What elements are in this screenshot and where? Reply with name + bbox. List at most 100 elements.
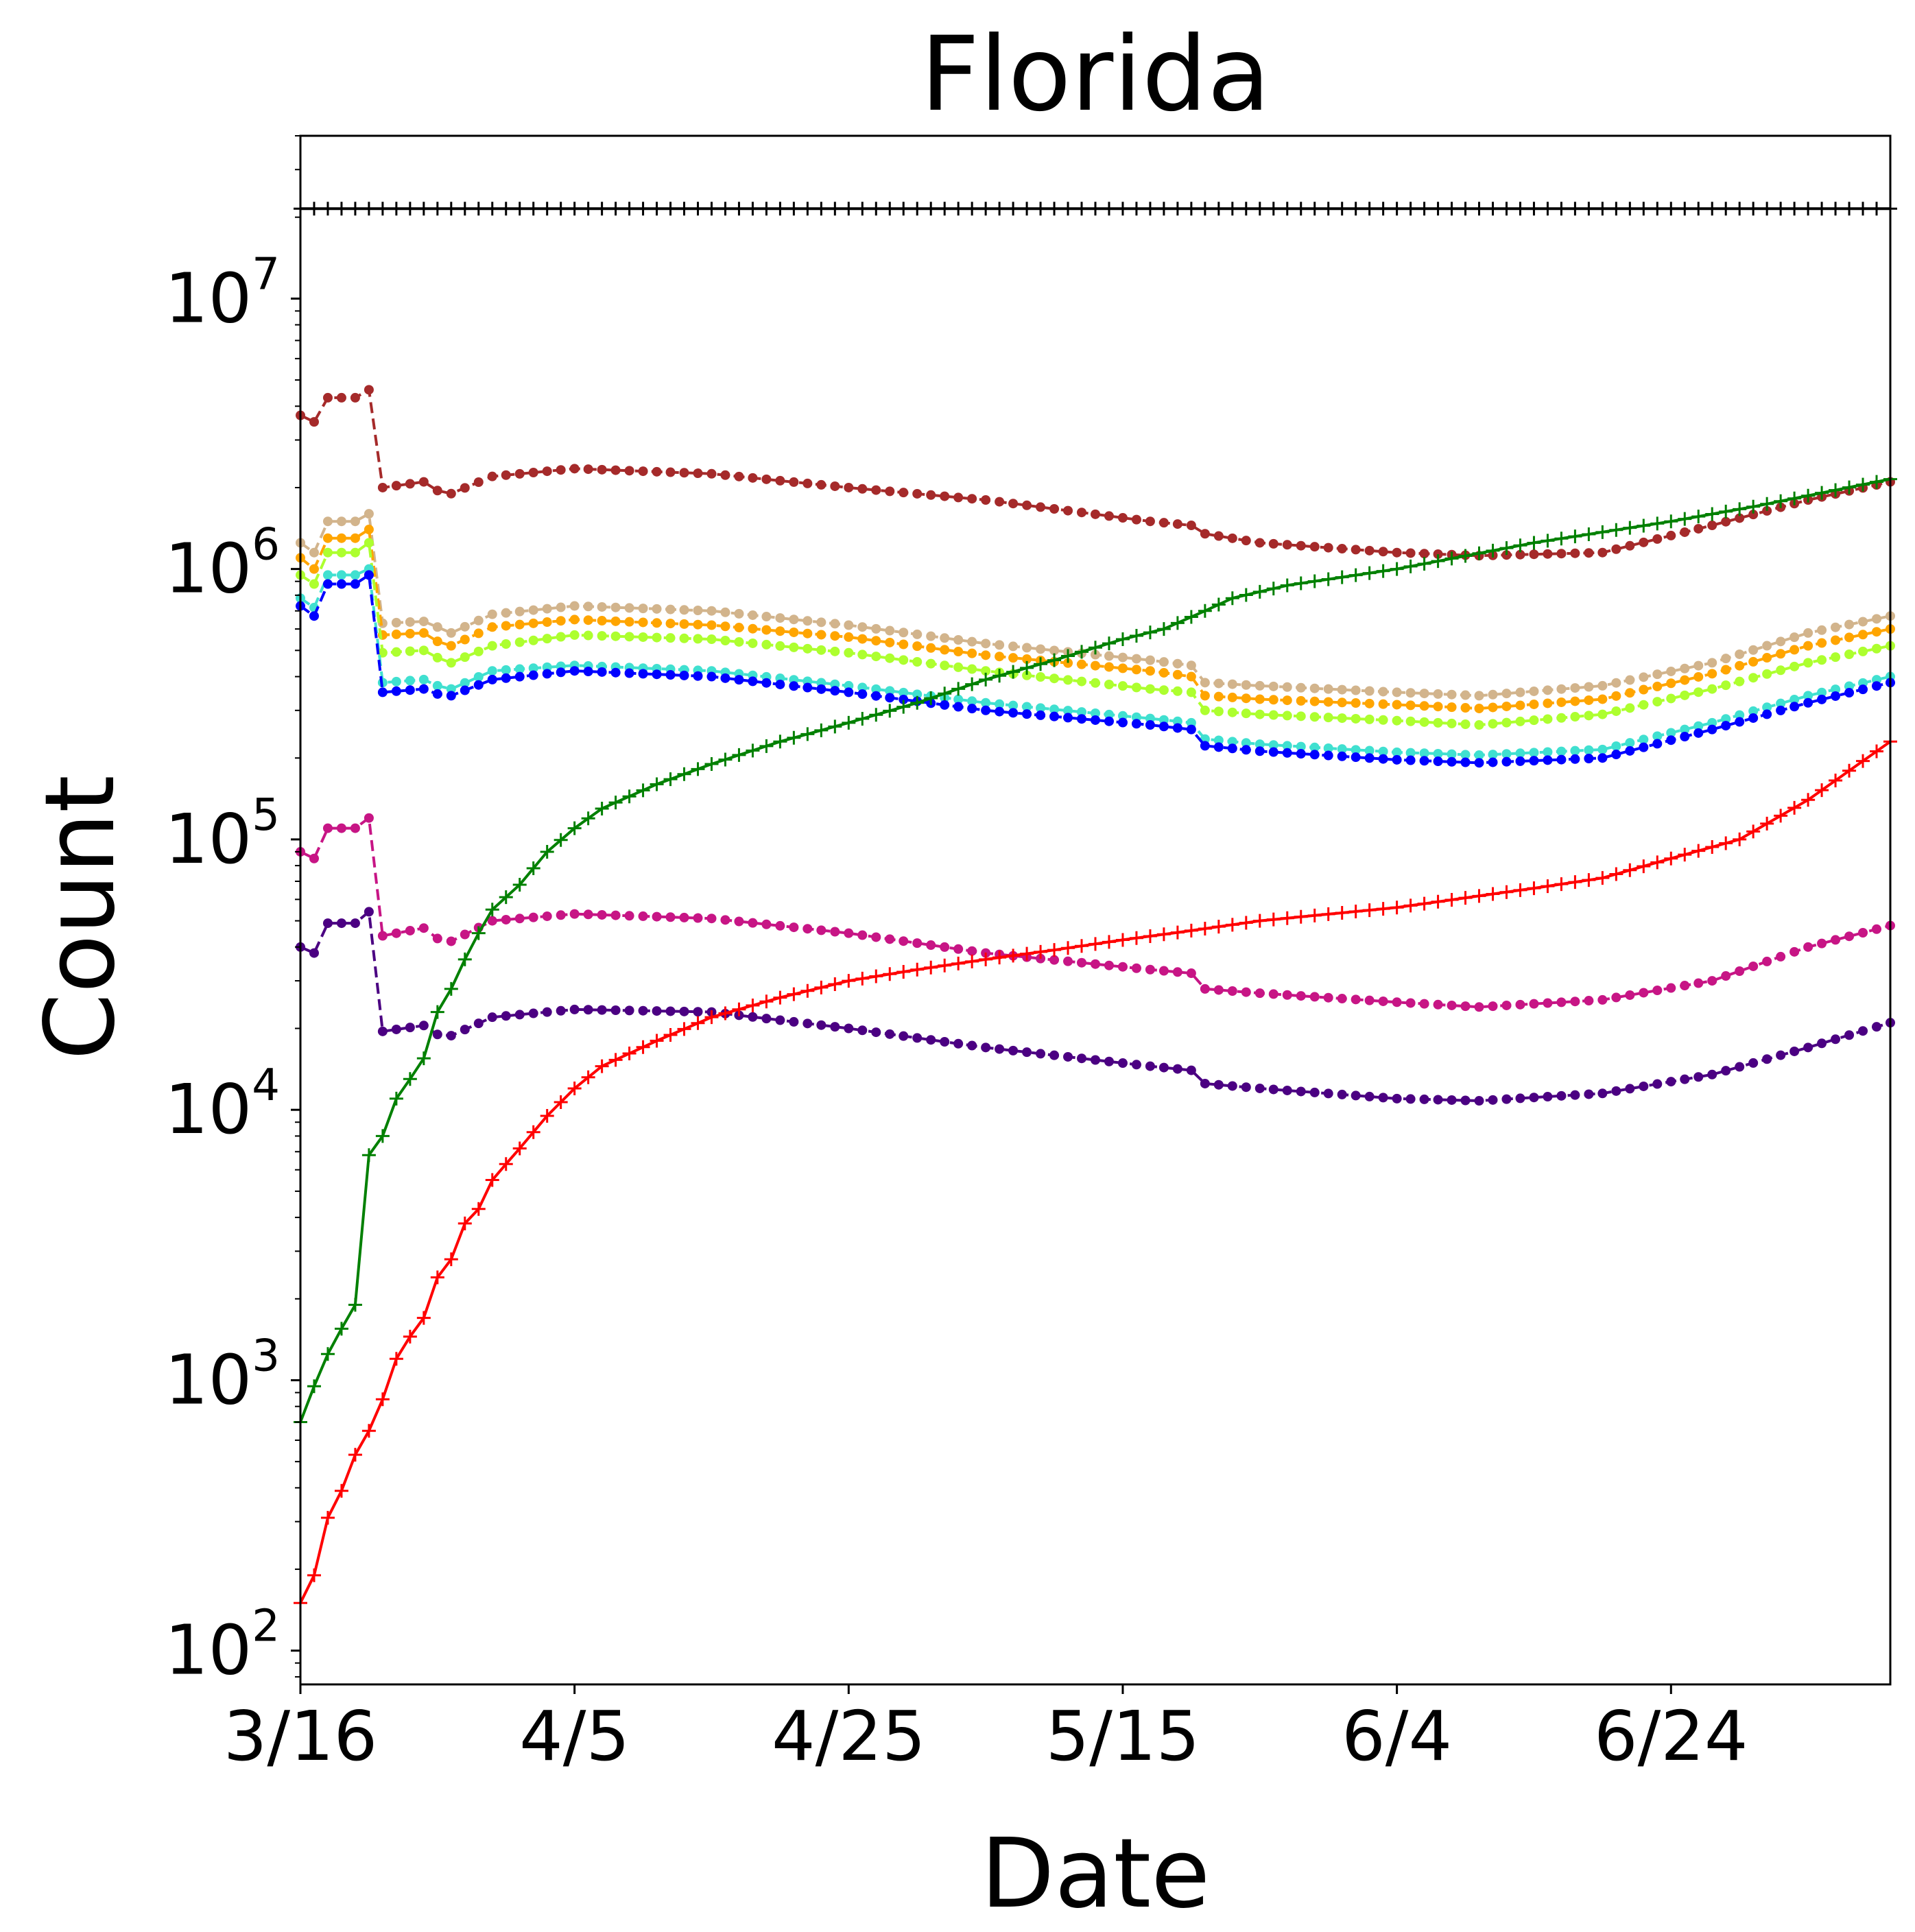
data-point (706, 606, 717, 616)
data-point (665, 619, 676, 629)
data-point (1091, 708, 1100, 718)
data-point (1831, 635, 1841, 645)
data-point (405, 479, 415, 489)
data-point (1131, 514, 1141, 525)
data-point (1801, 488, 1816, 503)
data-point (789, 615, 799, 625)
data-point (1760, 202, 1774, 216)
data-point (1364, 1091, 1375, 1101)
data-point (1789, 632, 1800, 643)
data-point (1844, 688, 1855, 698)
data-point (569, 909, 580, 919)
data-point (460, 685, 470, 695)
data-point (638, 604, 648, 614)
data-point (1789, 695, 1800, 705)
data-point (1584, 1089, 1594, 1099)
data-point (802, 616, 813, 626)
data-point (581, 1070, 595, 1084)
data-point (1063, 706, 1073, 716)
data-point (501, 608, 511, 618)
data-point (391, 686, 401, 696)
data-point (1348, 568, 1363, 582)
data-point (1595, 525, 1610, 539)
data-point (1307, 574, 1322, 588)
data-point (1008, 700, 1019, 711)
data-point (638, 466, 648, 477)
data-point (1666, 666, 1676, 676)
data-point (487, 674, 497, 684)
data-point (775, 679, 785, 689)
data-point (432, 689, 442, 699)
data-point (1117, 663, 1128, 673)
data-point (1075, 939, 1089, 953)
data-point (1680, 663, 1690, 673)
data-point (734, 471, 744, 481)
data-point (816, 617, 826, 628)
data-point (734, 636, 744, 647)
data-point (679, 468, 689, 478)
data-point (1611, 750, 1621, 760)
data-point (1447, 749, 1457, 759)
data-point (1063, 505, 1073, 516)
data-point (679, 605, 689, 615)
data-point (924, 202, 938, 216)
data-point (336, 547, 346, 558)
data-point (1474, 750, 1484, 761)
data-point (1474, 703, 1484, 713)
data-point (1721, 680, 1731, 691)
data-point (1104, 716, 1114, 726)
data-point (1075, 645, 1089, 659)
data-point (487, 916, 497, 926)
data-point (364, 907, 374, 917)
data-point (691, 762, 705, 776)
data-point (1268, 747, 1278, 757)
data-point (842, 202, 856, 216)
data-point (1102, 935, 1116, 949)
data-point (1844, 931, 1855, 942)
data-point (759, 739, 774, 753)
data-point (430, 1005, 444, 1019)
data-point (1680, 527, 1690, 537)
y-tick-label: 103 (165, 1331, 280, 1420)
data-point (1351, 545, 1361, 555)
data-point (1321, 202, 1335, 216)
data-point (377, 1026, 388, 1036)
data-point (418, 923, 429, 933)
data-point (1486, 887, 1500, 901)
data-point (1460, 757, 1471, 767)
data-point (569, 666, 580, 676)
data-point (1554, 877, 1569, 892)
series-line (299, 540, 1891, 727)
data-point (528, 605, 538, 615)
data-point (1556, 1090, 1567, 1101)
data-point (1719, 504, 1733, 518)
data-point (830, 481, 840, 491)
data-point (1047, 202, 1062, 216)
data-point (1474, 1096, 1484, 1106)
data-point (677, 1022, 691, 1036)
data-point (816, 645, 826, 655)
data-point (1254, 538, 1265, 548)
data-point (1200, 691, 1210, 701)
data-point (1186, 968, 1196, 979)
data-point (1597, 709, 1608, 719)
data-point (1104, 651, 1114, 661)
data-point (1145, 655, 1155, 665)
data-point (1047, 943, 1062, 957)
x-tick-label: 4/5 (519, 1696, 630, 1776)
data-point (718, 752, 733, 767)
data-point (885, 934, 895, 944)
data-point (775, 641, 785, 651)
data-point (1323, 750, 1333, 761)
data-point (995, 1044, 1005, 1054)
data-point (1376, 202, 1390, 216)
data-point (554, 1095, 568, 1109)
data-point (951, 956, 966, 970)
data-point (830, 1022, 840, 1032)
data-point (1831, 935, 1841, 945)
data-point (1392, 1093, 1402, 1104)
data-point (1405, 748, 1416, 758)
data-point (322, 516, 333, 527)
data-point (1433, 748, 1443, 759)
